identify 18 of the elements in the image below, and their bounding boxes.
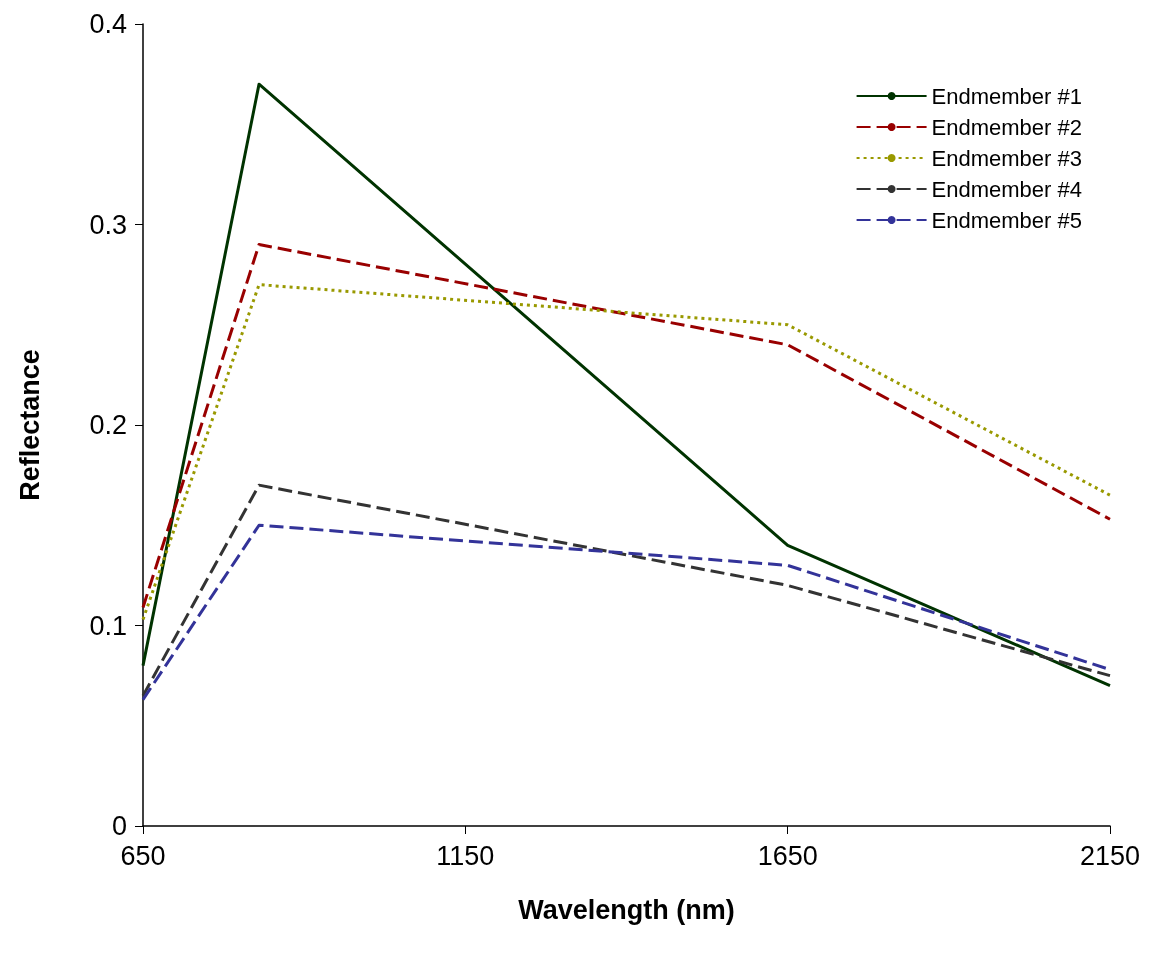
legend-label: Endmember #5 — [931, 207, 1083, 233]
legend-label: Endmember #4 — [931, 176, 1083, 202]
y-tick-label: 0 — [111, 811, 127, 841]
y-tick-label: 0.2 — [89, 410, 127, 440]
line-series — [141, 82, 1112, 688]
line-series — [141, 483, 1112, 698]
x-tick-label: 1650 — [757, 840, 818, 871]
x-tick-label: 2150 — [1079, 840, 1141, 871]
y-tick-label: 0.1 — [89, 610, 127, 641]
x-tick-label: 650 — [120, 840, 166, 871]
legend-label: Endmember #1 — [931, 83, 1083, 109]
y-tick-label: 0.4 — [89, 9, 127, 39]
legend-label: Endmember #2 — [931, 114, 1083, 140]
x-axis-title: Wavelength (nm) — [518, 894, 735, 925]
y-tick-label: 0.3 — [89, 209, 127, 240]
y-axis-title: Reflectance — [14, 349, 45, 501]
x-tick-label: 1150 — [436, 840, 495, 871]
legend-label: Endmember #3 — [931, 145, 1083, 171]
